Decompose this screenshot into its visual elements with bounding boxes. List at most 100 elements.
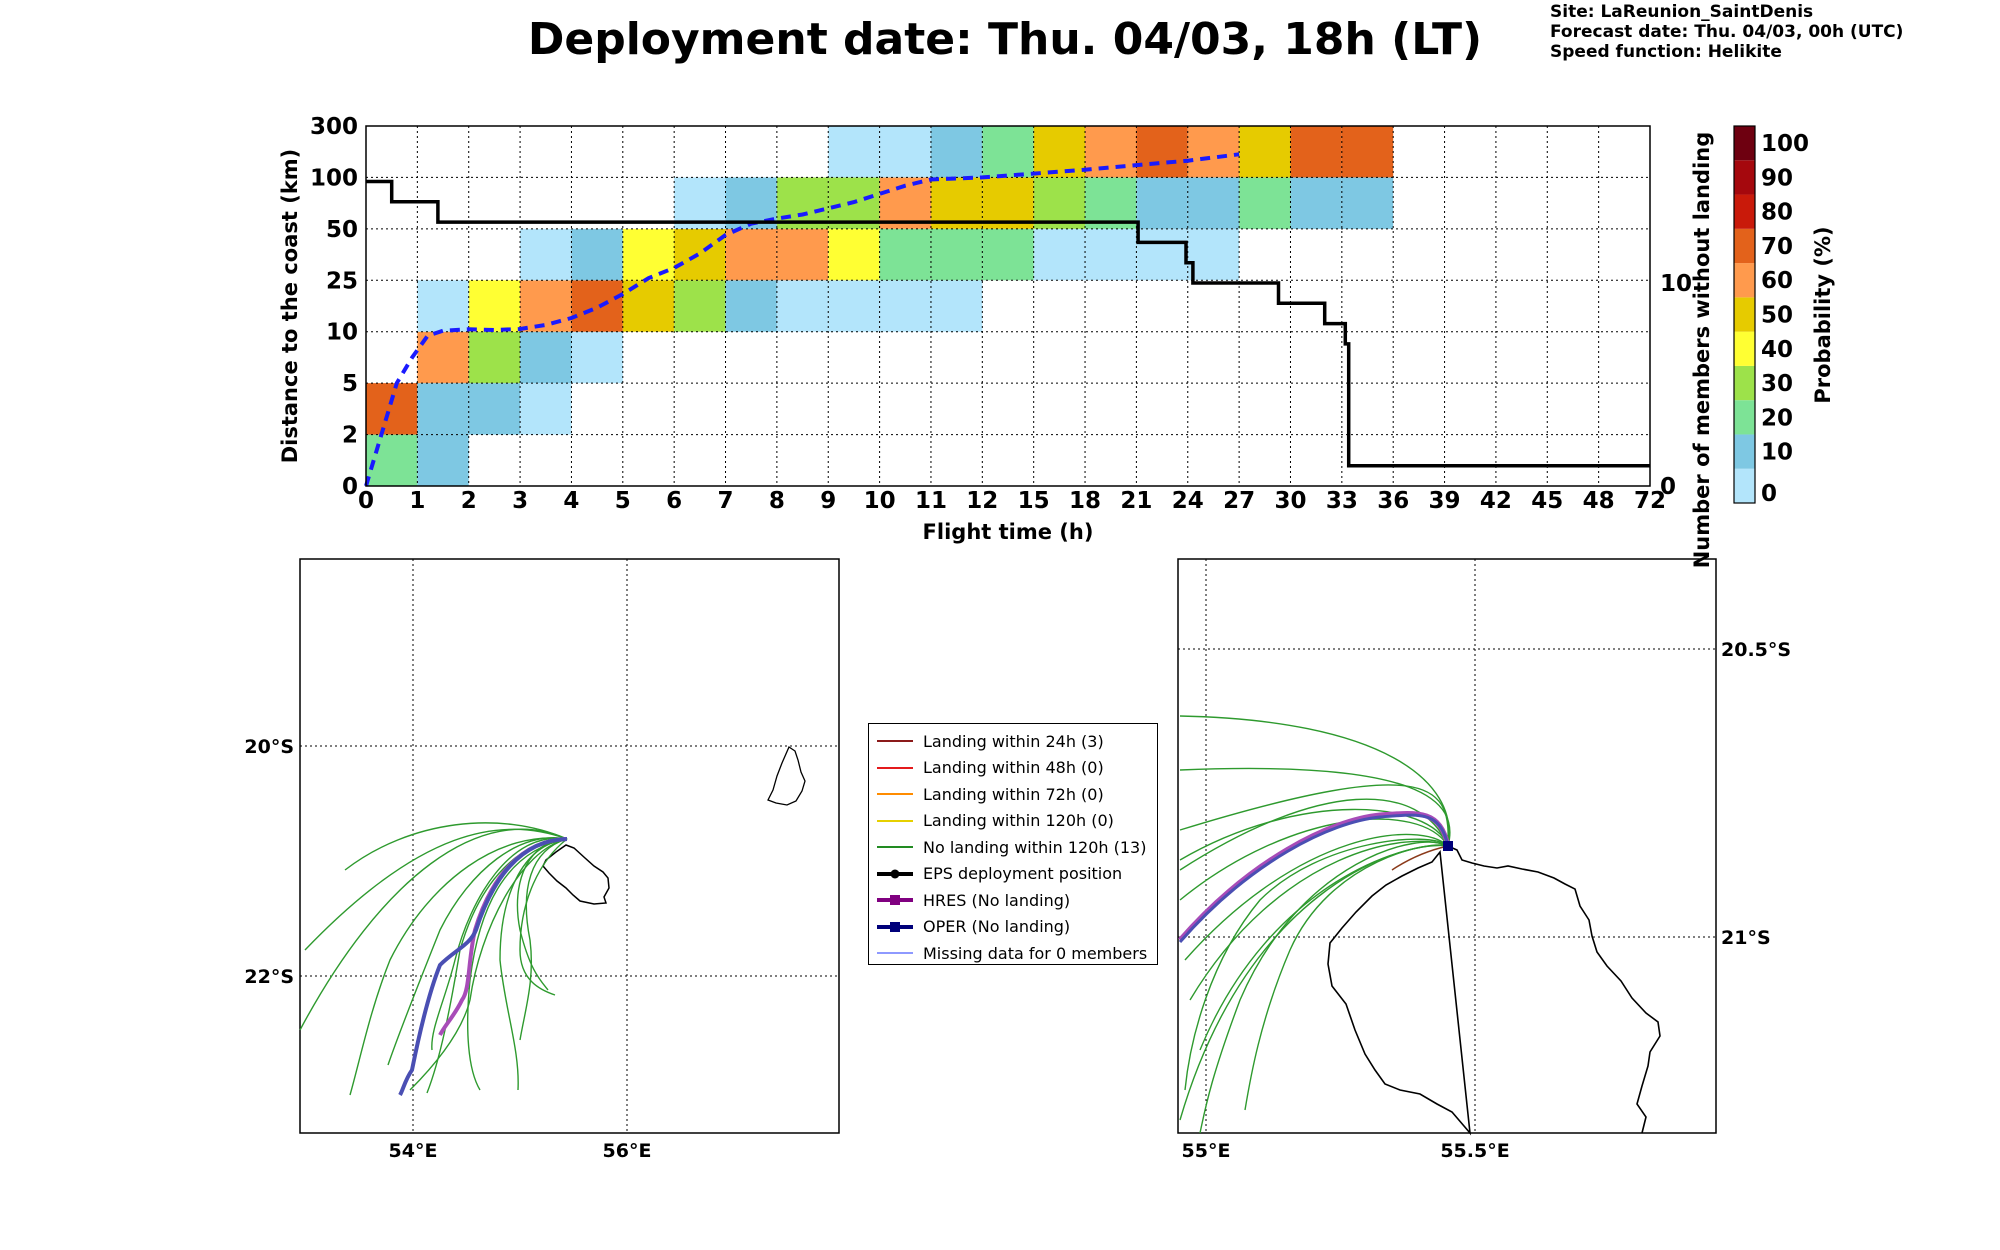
heatmap-cell [1136, 228, 1188, 281]
heatmap-cell [468, 383, 521, 435]
y2-tick-label: 0 [1660, 474, 1676, 500]
heatmap-cells [366, 126, 1394, 486]
heatmap-cell [776, 280, 829, 332]
colorbar-tick-label: 90 [1761, 165, 1793, 191]
x-tick-label: 48 [1583, 488, 1615, 514]
heatmap-cell [1187, 228, 1240, 281]
heatmap-cell [571, 228, 623, 281]
heatmap-cell [982, 228, 1034, 281]
speed-function-label: Speed function: Helikite [1550, 42, 1782, 62]
map-right-lon-55: 55°E [1182, 1140, 1231, 1162]
colorbar-tick-label: 40 [1761, 337, 1793, 363]
x-tick-label: 7 [718, 488, 734, 514]
landing-24h-track [1391, 845, 1449, 871]
x-tick-label: 15 [1018, 488, 1050, 514]
legend-symbol [877, 895, 913, 906]
heatmap-cell [520, 228, 572, 281]
axis-ticks: 0 1 2 3 4 5 6 7 8 9 10 11 12 15 18 21 24 27 30 33 36 39 42 45 48… [310, 114, 1692, 514]
heatmap-cell [879, 280, 931, 332]
y-tick-label: 25 [326, 268, 358, 294]
heatmap-cell [930, 177, 983, 229]
legend-label: OPER (No landing) [923, 917, 1071, 937]
colorbar-segment [1734, 434, 1755, 469]
heatmap-cell [879, 126, 931, 178]
x-tick-label: 8 [769, 488, 785, 514]
heatmap-cell [725, 280, 777, 332]
colorbar-segment [1734, 468, 1755, 503]
map-left-lon-54: 54°E [389, 1140, 438, 1162]
x-tick-label: 39 [1429, 488, 1461, 514]
heatmap-cell [571, 280, 623, 332]
heatmap-cell [1290, 126, 1342, 178]
map-right-lat-21: 21°S [1721, 927, 1771, 949]
heatmap-cell [828, 126, 880, 178]
heatmap-cell [982, 177, 1034, 229]
heatmap-cell [1033, 126, 1086, 178]
heatmap-cell [828, 280, 880, 332]
heatmap-cell [725, 177, 777, 229]
x-tick-label: 9 [820, 488, 836, 514]
heatmap-cell [1341, 177, 1394, 229]
legend-label: No landing within 120h (13) [923, 837, 1147, 857]
heatmap-cell [930, 228, 983, 281]
x-axis-label: Flight time (h) [923, 520, 1094, 544]
map-right-lon-555: 55.5°E [1440, 1140, 1509, 1162]
heatmap-cell [622, 228, 675, 281]
heatmap-cell [366, 434, 418, 486]
site-label: Site: LaReunion_SaintDenis [1550, 2, 1814, 22]
heatmap-cell [571, 331, 623, 384]
x-tick-label: 4 [563, 488, 579, 514]
colorbar-tick-label: 20 [1761, 405, 1793, 431]
colorbar-tick-label: 100 [1761, 131, 1809, 157]
colorbar-segment [1734, 228, 1755, 264]
x-tick-label: 42 [1480, 488, 1512, 514]
hres-track-left [438, 837, 568, 1036]
heatmap-cell [1187, 126, 1240, 178]
x-tick-label: 45 [1531, 488, 1563, 514]
x-tick-label: 30 [1274, 488, 1306, 514]
map-right: 55°E 55.5°E 20.5°S 21°S [1177, 558, 1791, 1162]
map-left-frame [299, 558, 840, 1134]
map-right-tracks [1179, 715, 1451, 1134]
hres-track-right [1178, 811, 1451, 942]
y-tick-label: 50 [326, 217, 358, 243]
track-legend: Landing within 24h (3) Landing within 48h… [868, 723, 1158, 965]
members-without-landing-line [366, 179, 1650, 468]
colorbar-segment [1734, 297, 1755, 332]
legend-label: Landing within 120h (0) [923, 811, 1114, 831]
plot-frame [365, 125, 1651, 487]
reunion-coastline-left [542, 844, 610, 905]
legend-symbol [877, 921, 913, 932]
legend-item: HRES (No landing) [875, 887, 1151, 914]
x-tick-label: 18 [1069, 488, 1101, 514]
heatmap-cell [930, 280, 983, 332]
heatmap-cell [1085, 228, 1137, 281]
legend-symbol [877, 869, 913, 879]
heatmap-cell [1239, 177, 1291, 229]
legend-item: EPS deployment position [875, 861, 1151, 888]
mauritius-coastline [767, 746, 806, 806]
heatmap-cell [828, 177, 880, 229]
heatmap-cell [1290, 177, 1342, 229]
colorbar-segment [1734, 365, 1755, 401]
y-axis-label: Distance to the coast (km) [278, 149, 302, 464]
x-tick-label: 12 [966, 488, 998, 514]
y2-tick-label: 10 [1660, 271, 1692, 297]
heatmap-cell [468, 280, 521, 332]
heatmap-cell [520, 383, 572, 435]
heatmap-cell [879, 177, 931, 229]
heatmap-cell [674, 280, 726, 332]
x-tick-label: 3 [512, 488, 528, 514]
legend-label: Landing within 24h (3) [923, 731, 1104, 751]
x-tick-label: 27 [1223, 488, 1255, 514]
heatmap-cell [1033, 228, 1086, 281]
heatmap-cell [1187, 177, 1240, 229]
heatmap-cell [1136, 126, 1188, 178]
colorbar-tick-label: 0 [1761, 481, 1777, 507]
heatmap-cell [1136, 177, 1188, 229]
legend-label: Missing data for 0 members [923, 943, 1148, 963]
oper-track-left [398, 837, 568, 1097]
colorbar-tick-label: 60 [1761, 268, 1793, 294]
colorbar-tick-label: 80 [1761, 200, 1793, 226]
